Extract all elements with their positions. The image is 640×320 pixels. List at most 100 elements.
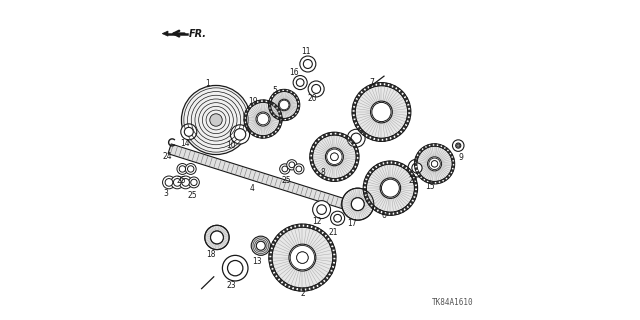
Polygon shape	[446, 176, 449, 179]
Circle shape	[381, 179, 399, 197]
Polygon shape	[273, 273, 277, 276]
Polygon shape	[271, 245, 275, 248]
Circle shape	[246, 102, 280, 136]
Polygon shape	[269, 105, 271, 107]
Text: 3: 3	[163, 189, 168, 198]
Polygon shape	[245, 110, 248, 113]
Polygon shape	[358, 92, 362, 96]
Circle shape	[312, 84, 321, 93]
Polygon shape	[401, 209, 404, 212]
Circle shape	[412, 163, 422, 173]
Polygon shape	[372, 83, 376, 87]
Polygon shape	[363, 132, 367, 136]
Polygon shape	[254, 101, 257, 104]
Polygon shape	[389, 84, 392, 88]
Polygon shape	[323, 134, 326, 138]
Polygon shape	[383, 138, 386, 141]
Circle shape	[252, 236, 271, 255]
Polygon shape	[365, 196, 368, 199]
Polygon shape	[330, 178, 332, 181]
Circle shape	[310, 132, 359, 181]
Text: 24: 24	[162, 152, 172, 161]
Polygon shape	[412, 197, 415, 201]
Circle shape	[313, 201, 331, 219]
Polygon shape	[269, 134, 272, 137]
Polygon shape	[317, 283, 321, 287]
Polygon shape	[278, 279, 282, 283]
Polygon shape	[333, 255, 336, 258]
Polygon shape	[410, 201, 413, 204]
Polygon shape	[321, 280, 324, 284]
Polygon shape	[381, 83, 383, 86]
Polygon shape	[310, 157, 313, 159]
Polygon shape	[339, 178, 342, 181]
Polygon shape	[291, 92, 294, 95]
Polygon shape	[271, 112, 274, 115]
Circle shape	[163, 176, 175, 189]
Circle shape	[290, 245, 315, 270]
Polygon shape	[403, 125, 407, 129]
Circle shape	[457, 144, 460, 147]
Polygon shape	[333, 260, 336, 262]
Polygon shape	[385, 83, 388, 86]
Polygon shape	[277, 234, 281, 237]
Polygon shape	[289, 286, 292, 289]
Circle shape	[230, 125, 250, 144]
Polygon shape	[296, 99, 300, 101]
Polygon shape	[272, 93, 275, 96]
Polygon shape	[270, 97, 273, 100]
Polygon shape	[252, 133, 255, 136]
Polygon shape	[276, 276, 280, 280]
Polygon shape	[404, 97, 408, 100]
Text: 4: 4	[250, 184, 255, 193]
Circle shape	[417, 146, 452, 181]
Circle shape	[189, 177, 200, 188]
Circle shape	[326, 149, 342, 164]
Circle shape	[456, 143, 461, 148]
Circle shape	[326, 148, 343, 166]
Polygon shape	[319, 136, 323, 140]
Polygon shape	[450, 154, 453, 157]
Circle shape	[351, 133, 361, 143]
Polygon shape	[391, 136, 394, 140]
Polygon shape	[163, 31, 168, 36]
Circle shape	[191, 179, 197, 186]
Circle shape	[452, 140, 464, 151]
Circle shape	[415, 144, 455, 184]
Polygon shape	[440, 180, 443, 183]
Polygon shape	[285, 284, 289, 288]
Polygon shape	[428, 180, 431, 184]
Polygon shape	[377, 83, 380, 86]
Polygon shape	[414, 190, 417, 192]
Polygon shape	[316, 140, 319, 143]
Circle shape	[355, 86, 408, 138]
Circle shape	[431, 161, 438, 167]
Polygon shape	[278, 112, 282, 115]
Circle shape	[296, 166, 302, 172]
Polygon shape	[332, 251, 336, 254]
Polygon shape	[280, 231, 284, 235]
Polygon shape	[332, 264, 335, 266]
Circle shape	[429, 158, 440, 170]
Polygon shape	[413, 178, 416, 181]
Polygon shape	[284, 228, 287, 232]
Polygon shape	[293, 114, 296, 117]
Polygon shape	[280, 117, 282, 119]
Polygon shape	[307, 287, 309, 291]
Polygon shape	[406, 101, 410, 104]
Polygon shape	[408, 114, 411, 116]
Polygon shape	[290, 116, 292, 119]
Polygon shape	[330, 268, 334, 270]
Polygon shape	[449, 172, 452, 176]
Polygon shape	[269, 249, 273, 252]
Polygon shape	[415, 160, 417, 162]
Circle shape	[257, 113, 269, 125]
Polygon shape	[284, 89, 286, 92]
Polygon shape	[345, 135, 348, 139]
Polygon shape	[394, 134, 398, 138]
Polygon shape	[404, 206, 408, 210]
Circle shape	[366, 164, 415, 212]
Polygon shape	[452, 162, 455, 164]
Text: 8: 8	[321, 168, 326, 177]
Polygon shape	[324, 278, 328, 281]
